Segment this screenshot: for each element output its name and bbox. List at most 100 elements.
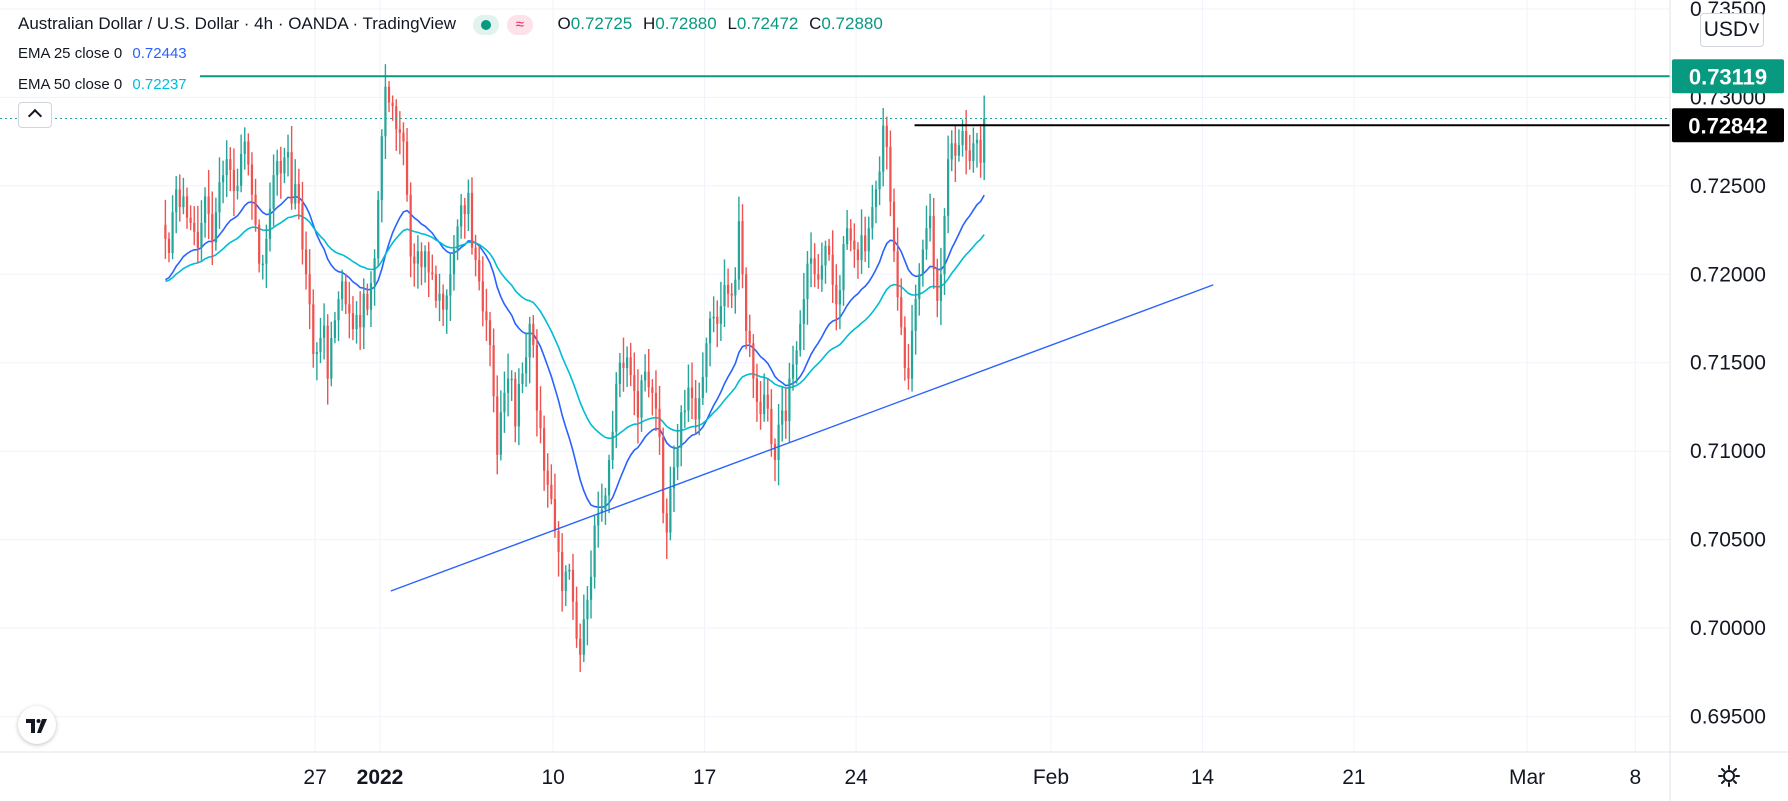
candle-body-down xyxy=(211,214,214,243)
candle-body-down xyxy=(359,314,362,328)
tradingview-logo-icon[interactable] xyxy=(18,706,56,744)
candle-body-up xyxy=(384,86,387,137)
price-tick-label: 0.72500 xyxy=(1690,175,1766,198)
candle-body-up xyxy=(377,199,380,259)
candle-body-up xyxy=(521,373,524,384)
candle-body-up xyxy=(914,299,917,331)
candle-body-up xyxy=(203,196,207,223)
ohlc-h-label: H xyxy=(642,14,656,33)
trend-line[interactable] xyxy=(390,284,1214,592)
candle-body-down xyxy=(654,392,658,409)
candle-body-up xyxy=(802,299,805,324)
candle-body-up xyxy=(319,337,322,353)
candle-body-up xyxy=(957,145,961,156)
candle-body-down xyxy=(932,215,935,269)
candle-body-down xyxy=(290,152,293,204)
candle-body-down xyxy=(470,192,474,248)
price-tick-label: 0.71500 xyxy=(1690,352,1766,375)
candle-body-up xyxy=(582,619,585,655)
candle-body-down xyxy=(514,378,517,427)
candle-body-up xyxy=(607,460,611,496)
candle-body-down xyxy=(665,513,668,533)
candle-body-down xyxy=(481,281,484,312)
candle-body-up xyxy=(276,161,279,176)
candle-body-up xyxy=(860,235,863,261)
candle-body-down xyxy=(553,498,557,531)
time-tick-label: Mar xyxy=(1509,766,1545,789)
ohlc-c-label: C xyxy=(809,14,822,33)
candle-body-down xyxy=(185,196,189,218)
candle-body-up xyxy=(777,424,780,461)
candle-body-down xyxy=(297,184,300,204)
candle-body-down xyxy=(849,228,852,241)
candle-body-down xyxy=(557,530,560,553)
ema50-legend[interactable]: EMA 50 close 0 0.72237 xyxy=(18,76,193,93)
candle-body-down xyxy=(351,313,355,330)
ema50-label[interactable]: EMA 50 close 0 xyxy=(18,76,123,93)
candle-body-down xyxy=(193,222,196,232)
candle-body-down xyxy=(405,141,409,195)
symbol-legend[interactable]: Australian Dollar / U.S. Dollar · 4h · O… xyxy=(18,14,895,35)
candle-body-up xyxy=(218,182,221,213)
candle-body-up xyxy=(701,376,704,399)
candle-body-up xyxy=(528,323,531,358)
currency-selector[interactable]: USD˅ xyxy=(1700,13,1764,47)
candle-body-up xyxy=(506,378,510,393)
candle-body-up xyxy=(373,258,376,284)
candle-body-up xyxy=(517,383,520,427)
time-tick-label: 10 xyxy=(541,766,564,789)
candle-body-down xyxy=(903,327,906,369)
candle-body-down xyxy=(856,249,860,261)
candle-body-down xyxy=(485,311,488,321)
symbol-title[interactable]: Australian Dollar / U.S. Dollar · 4h · O… xyxy=(18,14,457,33)
candle-body-down xyxy=(463,205,466,215)
drawing-lines[interactable] xyxy=(0,75,1670,592)
candle-body-down xyxy=(395,106,398,130)
candle-body-down xyxy=(488,320,492,346)
plot-area[interactable] xyxy=(0,0,1670,752)
candle-body-up xyxy=(698,398,701,420)
candle-body-up xyxy=(604,495,607,510)
candle-body-down xyxy=(420,251,423,268)
candle-body-down xyxy=(629,357,632,376)
candle-body-down xyxy=(936,268,939,301)
candle-body-up xyxy=(286,152,290,158)
candle-body-up xyxy=(615,383,618,432)
candle-body-down xyxy=(730,293,733,296)
candle-body-down xyxy=(853,240,856,250)
settings-gear-icon[interactable] xyxy=(1716,763,1742,789)
price-tick-label: 0.72000 xyxy=(1690,263,1766,286)
candle-body-down xyxy=(561,552,564,591)
resistance-price-tag: 0.73119 xyxy=(1689,64,1767,89)
candle-body-down xyxy=(900,297,903,328)
price-tick-label: 0.70500 xyxy=(1690,529,1766,552)
candle-body-down xyxy=(304,249,308,275)
candle-body-down xyxy=(658,408,661,438)
ema25-legend[interactable]: EMA 25 close 0 0.72443 xyxy=(18,45,193,62)
candle-body-down xyxy=(748,330,751,344)
candle-body-down xyxy=(543,428,546,471)
candle-body-down xyxy=(409,194,412,257)
candle-body-up xyxy=(460,205,463,227)
ema25-label[interactable]: EMA 25 close 0 xyxy=(18,45,123,62)
ohlc-l-label: L xyxy=(727,14,737,33)
resistance-price-tag-bg xyxy=(1672,59,1784,94)
price-tick-label: 0.70000 xyxy=(1690,617,1766,640)
candle-body-down xyxy=(279,161,282,174)
time-axis[interactable]: 27 2022 10 17 24 Feb 14 21 Mar 8 xyxy=(303,766,1641,789)
ohlc-high: 0.72880 xyxy=(655,14,717,33)
level-price-tag: 0.72842 xyxy=(1688,113,1768,138)
candle-body-up xyxy=(449,274,452,296)
collapse-legend-button[interactable] xyxy=(18,102,52,128)
candle-body-down xyxy=(622,362,625,369)
candle-body-up xyxy=(882,125,885,172)
candle-body-down xyxy=(694,398,697,420)
candle-body-up xyxy=(878,171,881,190)
candle-body-up xyxy=(268,208,272,239)
candle-body-down xyxy=(571,569,575,602)
candle-body-up xyxy=(445,295,448,310)
candle-body-down xyxy=(979,139,982,163)
candle-body-up xyxy=(467,192,470,215)
candle-body-down xyxy=(651,387,654,393)
